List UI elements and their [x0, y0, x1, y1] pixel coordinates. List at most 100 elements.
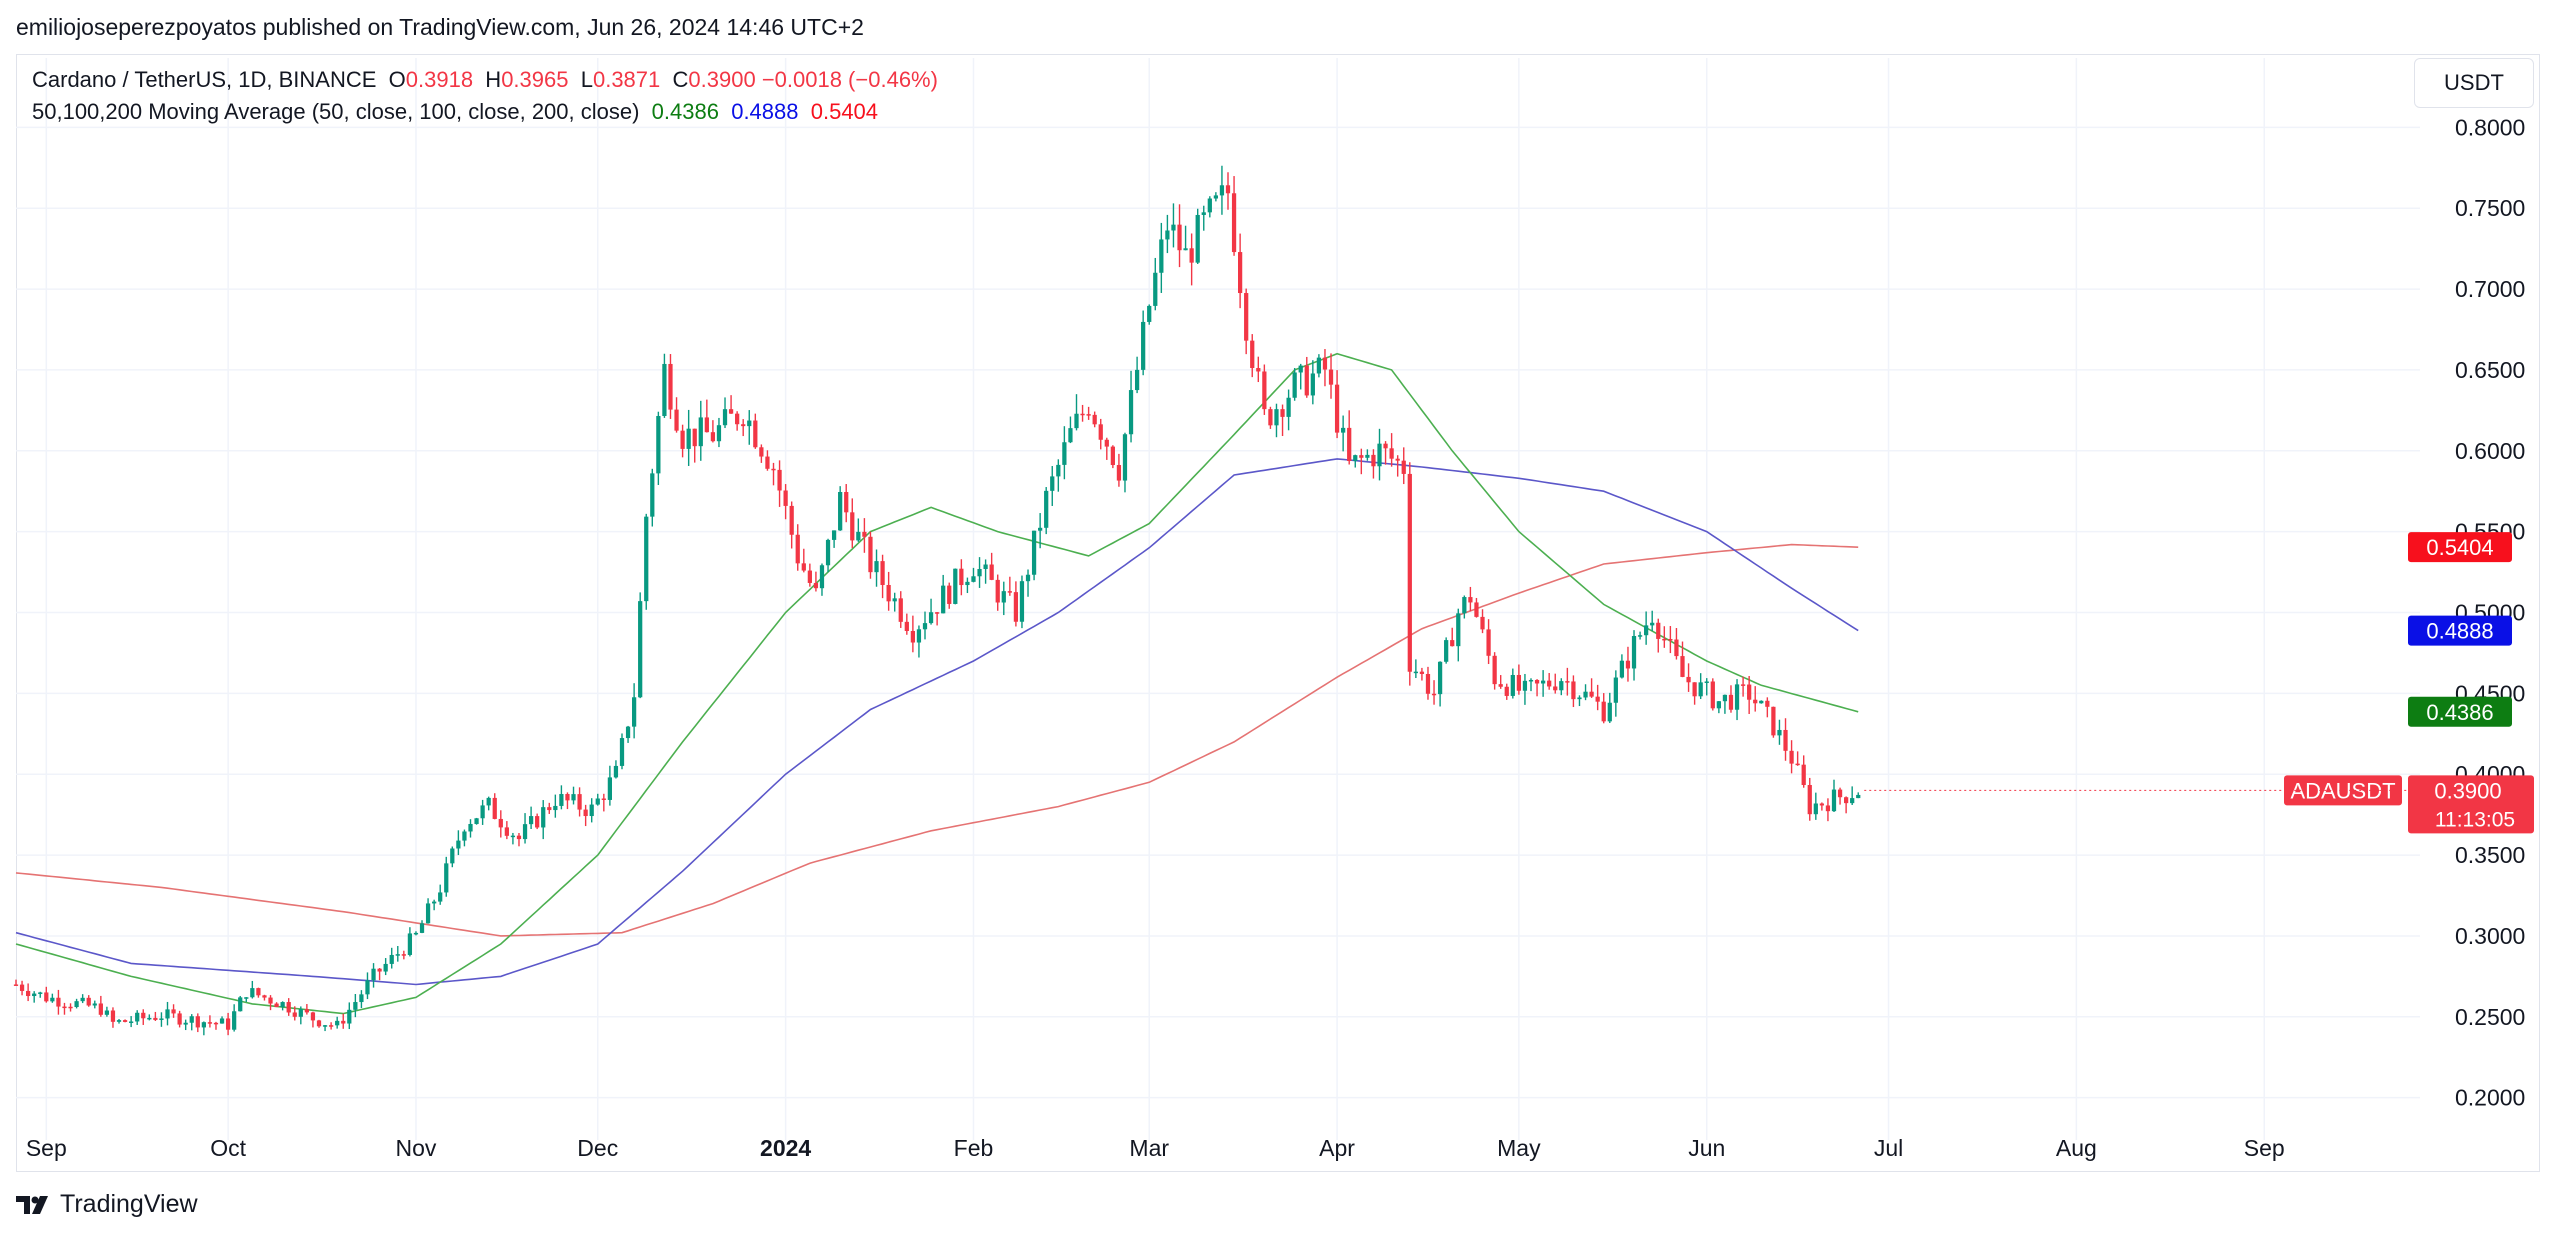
- candle-body: [1310, 373, 1315, 396]
- candle-body: [298, 1009, 303, 1017]
- candle-body: [874, 561, 879, 573]
- candle-body: [1050, 476, 1055, 491]
- candle-body: [1674, 639, 1679, 657]
- candle-body: [680, 430, 685, 449]
- candle-body: [1462, 597, 1467, 614]
- candle-body: [1086, 414, 1091, 416]
- candle-body: [965, 581, 970, 586]
- candle-body: [1244, 293, 1249, 341]
- candle-body: [813, 582, 819, 589]
- candle-body: [868, 536, 873, 573]
- candle-body: [1195, 214, 1200, 263]
- symbol-legend-row: Cardano / TetherUS, 1D, BINANCE O0.3918 …: [32, 64, 938, 96]
- time-tick-label: Jul: [1874, 1135, 1903, 1161]
- candle-body: [1722, 694, 1728, 702]
- candle-body: [292, 1012, 297, 1017]
- candle-body: [1298, 365, 1303, 373]
- low-label: L: [580, 67, 593, 92]
- candle-body: [25, 990, 31, 997]
- candle-body: [1207, 198, 1212, 213]
- candle-body: [480, 805, 485, 819]
- last-price-label: [2408, 775, 2534, 834]
- candle-body: [1098, 424, 1103, 440]
- candle-body: [1080, 413, 1085, 416]
- candle-body: [1613, 677, 1618, 703]
- candle-body: [1759, 700, 1764, 704]
- candle-body: [310, 1012, 316, 1021]
- price-tick-label: 0.7000: [2455, 276, 2525, 302]
- low-value: 0.3871: [592, 67, 661, 92]
- candle-body: [1237, 252, 1243, 294]
- currency-button[interactable]: USDT: [2414, 58, 2534, 108]
- candle-body: [934, 612, 940, 614]
- time-tick-label: Mar: [1129, 1135, 1169, 1161]
- candle-body: [1171, 224, 1176, 231]
- time-tick-label: Jun: [1688, 1135, 1725, 1161]
- close-value: 0.3900: [688, 67, 756, 92]
- symbol-label-text: ADAUSDT: [2290, 778, 2395, 803]
- candle-body: [638, 601, 643, 698]
- candle-body: [771, 468, 776, 471]
- candle-body: [625, 726, 631, 739]
- tradingview-logo[interactable]: TradingView: [16, 1190, 198, 1219]
- candle-body: [1013, 592, 1019, 622]
- candle-body: [1347, 427, 1352, 462]
- candle-body: [1371, 454, 1376, 467]
- last-price-value: 0.3900: [2434, 778, 2501, 803]
- candle-body: [1201, 212, 1206, 215]
- candle-body: [141, 1012, 146, 1019]
- candle-body: [468, 823, 473, 832]
- candle-body: [601, 798, 606, 800]
- candle-body: [1619, 660, 1625, 678]
- price-tick-label: 0.8000: [2455, 114, 2525, 140]
- candle-body: [1456, 613, 1461, 647]
- candle-body: [19, 984, 25, 991]
- candle-body: [444, 863, 449, 893]
- candle-body: [844, 492, 849, 513]
- candle-body: [692, 428, 697, 447]
- candle-body: [971, 576, 976, 582]
- candle-body: [1225, 185, 1231, 194]
- candle-body: [1425, 673, 1431, 694]
- candle-body: [1389, 448, 1394, 459]
- candle-body: [1704, 681, 1709, 683]
- time-tick-label: Oct: [210, 1135, 246, 1161]
- time-tick-label: Sep: [2244, 1135, 2285, 1161]
- candle-body: [1565, 681, 1570, 683]
- candle-body: [1450, 640, 1455, 647]
- candle-body: [438, 892, 443, 902]
- candle-body: [741, 424, 746, 427]
- candle-body: [371, 968, 376, 981]
- candle-body: [886, 585, 891, 602]
- candle-body: [1510, 674, 1515, 696]
- price-tick-label: 0.6500: [2455, 357, 2525, 383]
- candle-body: [147, 1017, 152, 1020]
- candle-body: [656, 415, 661, 474]
- candle-body: [1147, 305, 1152, 322]
- time-tick-label: Aug: [2056, 1135, 2097, 1161]
- candle-body: [1607, 702, 1612, 722]
- time-axis: Sep Oct Nov Dec 2024 Feb Mar Apr May Jun Jul Aug Sep: [26, 1135, 2285, 1161]
- candle-body: [1383, 443, 1388, 449]
- candle-body: [1110, 446, 1115, 466]
- candle-body: [1583, 691, 1588, 698]
- candle-body: [13, 984, 19, 986]
- candle-body: [232, 1011, 237, 1030]
- candle-body: [1801, 764, 1806, 786]
- price-tick-label: 0.2500: [2455, 1004, 2525, 1030]
- candle-body: [674, 409, 679, 431]
- candle-body: [1540, 680, 1546, 684]
- ma200-line: [15, 543, 1859, 937]
- candle-body: [613, 765, 619, 778]
- candle-body: [1516, 674, 1522, 691]
- candle-body: [516, 835, 522, 840]
- candle-body: [1837, 789, 1843, 798]
- candle-body: [704, 417, 709, 433]
- candle-body: [74, 1001, 79, 1008]
- candle-body: [50, 997, 55, 1002]
- candle-body: [892, 598, 897, 602]
- time-tick-label: May: [1497, 1135, 1541, 1161]
- candle-body: [898, 598, 903, 622]
- ma50-line: [15, 352, 1859, 1015]
